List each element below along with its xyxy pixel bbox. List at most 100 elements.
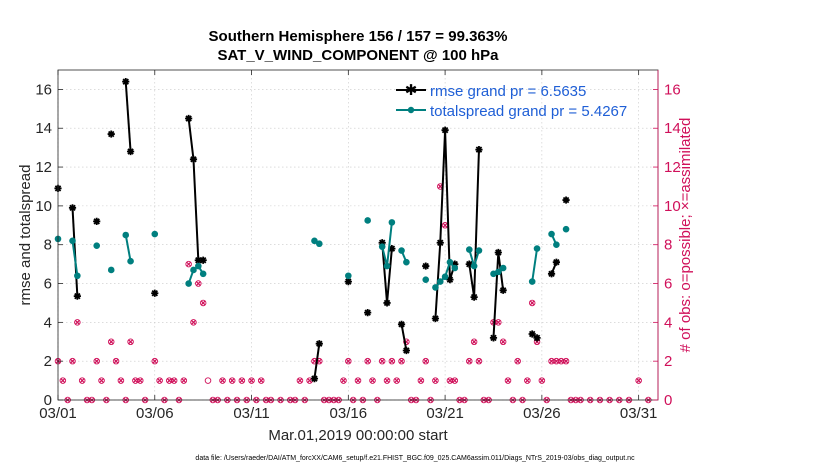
totalspread-point [383, 262, 391, 270]
obs-assimilated-marker [500, 339, 506, 345]
obs-possible-marker [257, 377, 265, 384]
totalspread-point [422, 276, 430, 283]
obs-possible-marker [112, 357, 120, 365]
obs-possible-marker [538, 377, 546, 384]
obs-possible-marker [557, 357, 565, 365]
obs-possible-marker [166, 377, 173, 384]
obs-assimilated-marker [200, 300, 206, 306]
obs-assimilated-marker [379, 358, 385, 364]
y-tick-label: 2 [44, 353, 52, 370]
totalspread-point [432, 284, 439, 291]
totalspread-point [190, 266, 197, 274]
obs-assimilated-marker [389, 358, 395, 364]
rmse-point [185, 114, 193, 123]
obs-assimilated-marker [515, 358, 521, 364]
rmse-point [73, 292, 81, 300]
obs-possible-marker [151, 357, 159, 365]
y2-tick-label: 2 [664, 353, 672, 370]
rmse-point [475, 145, 483, 154]
rmse-point [194, 256, 202, 264]
obs-possible-marker [170, 377, 178, 384]
obs-assimilated-marker [563, 358, 569, 364]
obs-possible-marker [422, 357, 429, 365]
obs-possible-marker [59, 377, 67, 384]
totalspread-point [528, 278, 536, 285]
y-tick-label: 10 [35, 198, 52, 215]
rmse-point [68, 204, 77, 212]
obs-assimilated-marker [549, 358, 554, 364]
obs-possible-marker [378, 357, 386, 365]
obs-possible-marker [98, 377, 105, 384]
totalspread-line-segment [124, 234, 132, 262]
x-tick-label: 03/01 [39, 405, 77, 422]
obs-possible-marker [562, 357, 570, 365]
obs-assimilated-marker [258, 378, 264, 384]
legend-rmse-marker: ✱ [405, 81, 418, 99]
rmse-point [364, 309, 372, 317]
obs-assimilated-marker [249, 378, 254, 384]
y2-tick-label: 8 [664, 237, 672, 254]
obs-possible-marker [369, 377, 376, 384]
totalspread-point [311, 237, 318, 245]
obs-assimilated-marker [539, 378, 545, 384]
rmse-point [310, 375, 319, 383]
obs-possible-marker [204, 377, 212, 384]
obs-assimilated-marker [553, 358, 559, 364]
totalspread-point [533, 245, 541, 252]
y-tick-label: 16 [35, 81, 52, 98]
obs-possible-marker [470, 338, 478, 346]
rmse-point [499, 286, 507, 294]
y2-tick-label: 0 [664, 392, 672, 409]
obs-assimilated-marker [370, 378, 375, 384]
legend-spread-marker [407, 106, 415, 114]
y-axis-ticks: 0 2 4 6 8 10 12 14 16 [35, 81, 63, 409]
y2-tick-label: 4 [664, 314, 672, 331]
obs-assimilated-marker [452, 378, 458, 384]
obs-assimilated-marker [636, 378, 642, 384]
y-axis-label: rmse and totalspread [17, 165, 34, 306]
series-lines [54, 78, 570, 383]
totalspread-point [107, 266, 115, 274]
obs-count-markers [54, 183, 652, 404]
x-tick-label: 03/21 [426, 405, 464, 422]
obs-possible-marker [238, 377, 246, 384]
totalspread-point [151, 230, 159, 238]
rmse-point [494, 248, 502, 257]
obs-possible-marker [466, 357, 473, 365]
obs-possible-marker [635, 377, 642, 384]
obs-assimilated-marker [108, 339, 114, 345]
rmse-point [126, 147, 135, 156]
obs-possible-marker [432, 377, 439, 384]
obs-assimilated-marker [529, 300, 535, 306]
obs-assimilated-marker [94, 358, 100, 364]
obs-assimilated-marker [505, 378, 511, 384]
obs-assimilated-marker [476, 358, 482, 364]
rmse-point [446, 276, 454, 284]
y2-tick-label: 6 [664, 276, 672, 293]
obs-possible-marker [524, 377, 531, 384]
y2-tick-label: 14 [664, 120, 681, 137]
obs-assimilated-marker [132, 378, 138, 384]
totalspread-point [127, 257, 134, 265]
obs-assimilated-marker [166, 378, 172, 384]
grid-lines [57, 70, 658, 401]
obs-assimilated-marker [220, 378, 225, 384]
totalspread-point [378, 243, 386, 250]
obs-assimilated-marker [495, 319, 501, 325]
rmse-point [528, 330, 536, 338]
obs-assimilated-marker [99, 378, 104, 384]
obs-assimilated-marker [74, 319, 80, 325]
obs-assimilated-marker [79, 378, 85, 384]
obs-possible-marker [185, 260, 192, 268]
obs-assimilated-marker [113, 358, 119, 364]
obs-possible-marker [219, 377, 226, 384]
totalspread-point [195, 262, 202, 270]
chart-title-line2: SAT_V_WIND_COMPONENT @ 100 hPa [217, 47, 499, 64]
rmse-point [397, 320, 406, 328]
obs-possible-marker [137, 377, 144, 384]
obs-possible-marker [190, 319, 197, 326]
totalspread-point [388, 219, 396, 226]
obs-assimilated-marker [341, 378, 346, 384]
totalspread-point [403, 258, 410, 266]
